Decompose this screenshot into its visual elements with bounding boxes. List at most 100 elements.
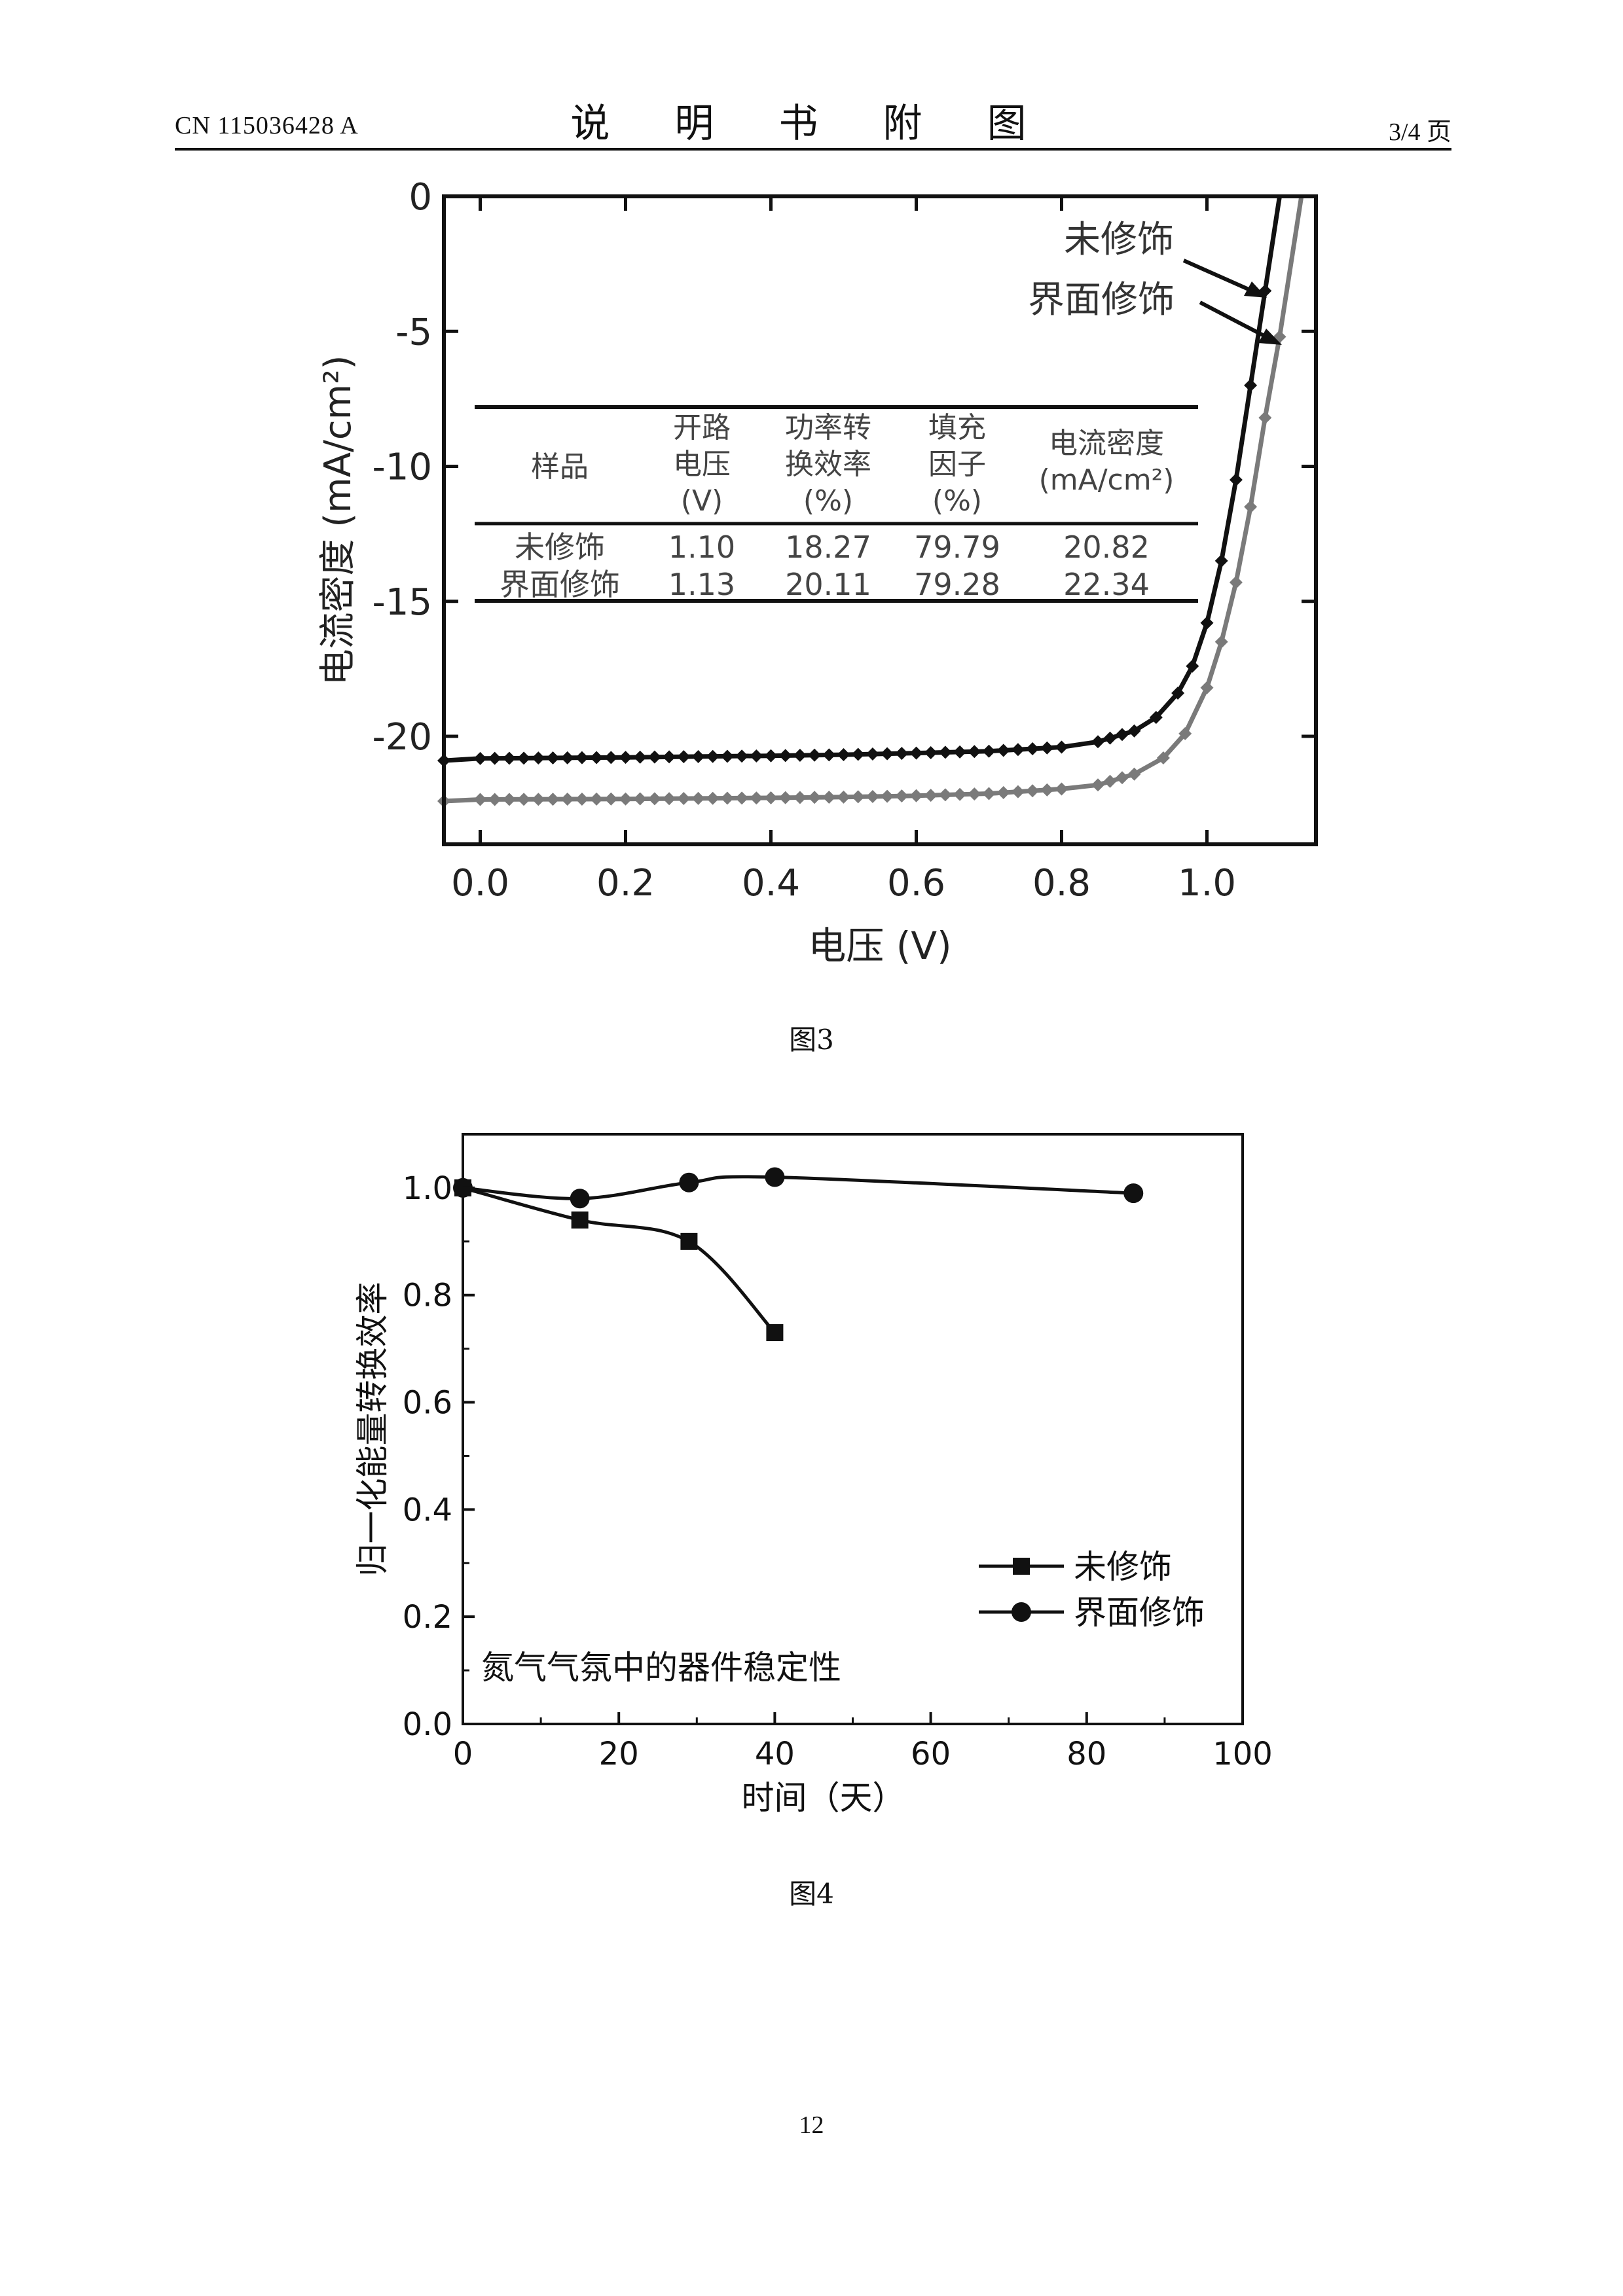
y-tick-label: -15 [373, 581, 432, 624]
data-point [502, 793, 516, 806]
figure-4-caption: 图4 [789, 1878, 834, 1910]
data-point [881, 789, 894, 803]
data-point [677, 792, 691, 806]
data-point [473, 793, 487, 806]
data-point [924, 789, 938, 802]
data-point [720, 791, 734, 805]
chart-note: 氮气气氛中的器件稳定性 [481, 1649, 841, 1687]
data-point [1026, 742, 1040, 755]
data-point [560, 751, 574, 764]
table-header-cell: 换效率 [785, 448, 871, 481]
data-point [575, 792, 589, 806]
data-point [663, 792, 676, 806]
annotation-unmodified: 未修饰 [1064, 219, 1174, 261]
figure-4-stability-chart: 0 20 40 60 80 100 0.0 0.2 0.4 0.6 0.8 1.0 时间（天） 归一化能量… [354, 1133, 1273, 1817]
data-point [924, 745, 938, 759]
data-point [837, 748, 850, 762]
data-point [517, 751, 531, 765]
data-point [982, 787, 996, 800]
data-point [996, 786, 1010, 800]
table-header-cell: (%) [803, 484, 853, 518]
data-point [1091, 735, 1104, 749]
y-tick-label: 0 [409, 176, 432, 219]
data-point [909, 789, 923, 802]
legend-marker-square [1013, 1558, 1030, 1575]
table-header-cell: 因子 [928, 448, 986, 481]
data-point [764, 791, 778, 805]
data-point [778, 749, 792, 762]
data-point [1156, 751, 1170, 764]
data-point [663, 750, 676, 764]
data-point [1055, 740, 1068, 754]
data-point [1103, 731, 1117, 745]
stability-curve-modified [462, 1175, 1134, 1200]
data-point [938, 745, 952, 759]
table-header-cell: 电流密度 [1049, 427, 1164, 460]
data-point [532, 793, 545, 806]
data-point [953, 787, 967, 801]
data-point [1186, 659, 1199, 673]
data-point [764, 749, 778, 762]
data-point [1200, 616, 1214, 630]
x-tick-label: 0.4 [742, 862, 800, 905]
y-tick-label: 0.6 [403, 1385, 452, 1422]
data-point [1091, 778, 1104, 792]
x-tick-label: 0.6 [887, 862, 945, 905]
data-point [837, 790, 850, 804]
table-header-cell: (V) [681, 484, 723, 518]
table-cell: 79.28 [914, 567, 1000, 602]
x-axis-label: 电压 (V) [808, 924, 951, 968]
table-cell: 界面修饰 [500, 567, 620, 602]
data-point [808, 748, 822, 762]
data-point [1200, 681, 1214, 694]
data-point [968, 745, 981, 759]
y-axis-label: 电流密度 (mA/cm²) [317, 355, 359, 685]
data-point [604, 751, 618, 764]
data-point [851, 790, 865, 804]
data-point [532, 751, 545, 765]
data-point [502, 751, 516, 765]
legend-label: 未修饰 [1074, 1548, 1172, 1586]
data-point [633, 792, 647, 806]
x-tick-label: 0 [453, 1736, 473, 1772]
data-point [793, 749, 807, 762]
table-cell: 20.82 [1063, 529, 1150, 565]
data-point [895, 747, 909, 761]
table-header-cell: 填充 [928, 411, 986, 444]
data-point [968, 787, 981, 801]
table-header-cell: 功率转 [785, 411, 871, 444]
data-point [1229, 575, 1243, 589]
x-tick-label: 0.2 [596, 862, 655, 905]
y-tick-label: -5 [395, 311, 432, 353]
data-point [1011, 785, 1025, 798]
data-point [679, 1172, 699, 1193]
y-tick-label: -10 [373, 446, 432, 489]
publication-number: CN 115036428 A [175, 112, 359, 139]
data-point [1214, 635, 1228, 649]
data-point [881, 747, 894, 761]
y-tick-label: -20 [373, 716, 432, 759]
data-point [720, 749, 734, 763]
data-point [766, 1324, 784, 1342]
data-point [473, 751, 487, 765]
data-point [488, 751, 501, 765]
table-cell: 79.79 [914, 529, 1000, 565]
data-point [765, 1167, 785, 1187]
data-point [677, 750, 691, 764]
table-cell: 1.13 [668, 567, 735, 602]
arrow-unmodified [1182, 259, 1262, 296]
x-tick-label: 0.0 [451, 862, 509, 905]
data-point [1127, 767, 1141, 781]
data-point [1055, 782, 1068, 796]
table-cell: 20.11 [785, 567, 871, 602]
data-point [909, 746, 923, 760]
data-point [953, 745, 967, 759]
data-point [1116, 771, 1129, 785]
data-point [1011, 743, 1025, 757]
data-point [619, 751, 632, 764]
data-point [735, 791, 749, 805]
figure-3-jv-chart: 0.0 0.2 0.4 0.6 0.8 1.0 0 -5 -10 -15 -20 电压 (V) 电流密度… [317, 176, 1318, 968]
data-point [546, 751, 560, 764]
table-header-cell: 电压 [673, 448, 731, 481]
data-point [691, 749, 705, 763]
